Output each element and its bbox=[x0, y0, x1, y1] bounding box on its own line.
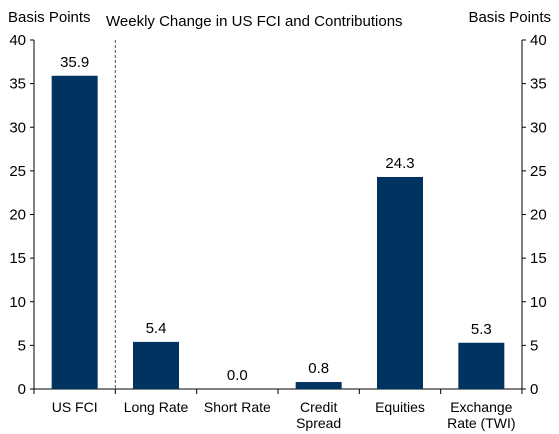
category-label: Equities bbox=[375, 399, 425, 415]
left-y-tick-label: 20 bbox=[9, 207, 26, 224]
right-y-tick-label: 5 bbox=[530, 337, 538, 354]
data-label: 5.4 bbox=[146, 320, 167, 337]
category-label: Long Rate bbox=[124, 399, 189, 415]
category-label-line: Exchange bbox=[450, 399, 512, 415]
right-y-tick-label: 20 bbox=[530, 207, 547, 224]
chart-title: Weekly Change in US FCI and Contribution… bbox=[106, 13, 403, 30]
bar-4 bbox=[377, 176, 423, 389]
right-y-tick-label: 25 bbox=[530, 163, 547, 180]
left-y-tick-label: 15 bbox=[9, 250, 26, 267]
category-label-line: Short Rate bbox=[204, 399, 271, 415]
right-y-tick-label: 35 bbox=[530, 76, 547, 93]
left-y-tick-label: 40 bbox=[9, 32, 26, 49]
left-y-tick-label: 35 bbox=[9, 76, 26, 93]
right-y-tick-label: 0 bbox=[530, 381, 538, 398]
category-label-line: Equities bbox=[375, 399, 425, 415]
category-label: Short Rate bbox=[204, 399, 271, 415]
category-label-line: US FCI bbox=[52, 399, 98, 415]
bar-1 bbox=[133, 341, 179, 389]
data-label: 24.3 bbox=[385, 155, 414, 172]
left-axis-unit-label: Basis Points bbox=[8, 9, 91, 26]
data-label: 35.9 bbox=[60, 54, 89, 71]
left-y-tick-label: 0 bbox=[18, 381, 26, 398]
data-label: 0.8 bbox=[308, 360, 329, 377]
data-label: 5.3 bbox=[471, 321, 492, 338]
category-label-line: Long Rate bbox=[124, 399, 189, 415]
left-y-tick-label: 5 bbox=[18, 337, 26, 354]
plot-area: 0 0 5 5 10 10 15 15 20 20 25 25 30 30 35 35 40 40 35.9 US F… bbox=[9, 32, 546, 431]
bar-0 bbox=[51, 75, 98, 390]
right-y-tick-label: 15 bbox=[530, 250, 547, 267]
bar-3 bbox=[295, 382, 342, 389]
right-axis-unit-label: Basis Points bbox=[468, 9, 551, 26]
category-label: Exchange Rate (TWI) bbox=[447, 399, 515, 431]
left-y-tick-label: 25 bbox=[9, 163, 26, 180]
right-y-tick-label: 30 bbox=[530, 119, 547, 136]
data-label: 0.0 bbox=[227, 367, 248, 384]
left-y-tick-label: 30 bbox=[9, 119, 26, 136]
category-label: US FCI bbox=[52, 399, 98, 415]
left-y-tick-label: 10 bbox=[9, 294, 26, 311]
category-label-line: Credit bbox=[300, 399, 337, 415]
bar-5 bbox=[458, 342, 505, 389]
right-y-tick-label: 40 bbox=[530, 32, 547, 49]
category-label-line: Spread bbox=[296, 415, 341, 431]
category-label: Credit Spread bbox=[296, 399, 341, 431]
right-y-tick-label: 10 bbox=[530, 294, 547, 311]
category-label-line: Rate (TWI) bbox=[447, 415, 515, 431]
